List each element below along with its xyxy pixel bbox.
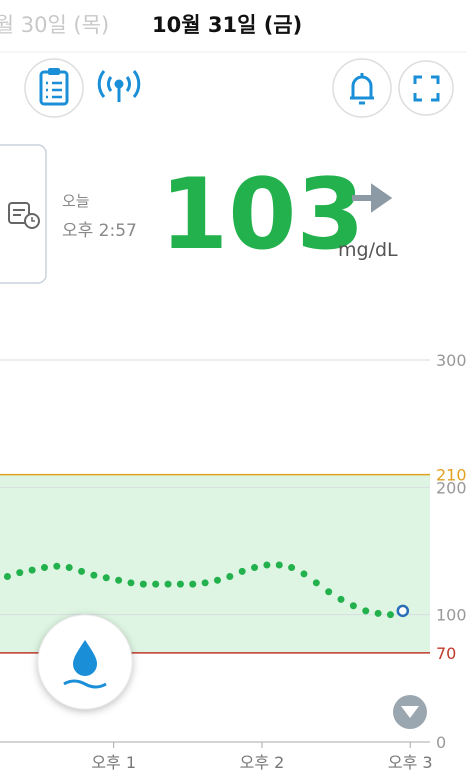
glucose-point — [16, 569, 24, 577]
glucose-point — [374, 609, 382, 617]
y-tick-label: 100 — [436, 606, 466, 625]
glucose-point — [300, 570, 308, 578]
glucose-point — [238, 567, 246, 575]
alarm-button[interactable] — [332, 58, 392, 118]
x-tick-label: 오후 3 — [388, 753, 433, 772]
x-tick-label: 오후 2 — [240, 753, 285, 772]
fullscreen-button[interactable] — [398, 60, 454, 116]
glucose-point — [251, 564, 259, 572]
reading-day: 오늘 — [62, 192, 90, 210]
glucose-point — [115, 576, 123, 584]
glucose-point — [3, 572, 11, 580]
target-label: 70 — [436, 644, 456, 663]
prev-date[interactable]: 10월 30일 (목) — [0, 13, 109, 37]
glucose-point — [139, 580, 147, 588]
glucose-point — [78, 567, 86, 575]
history-button[interactable] — [0, 144, 47, 284]
reading-value: 103 — [160, 158, 365, 272]
glucose-point — [337, 595, 345, 603]
glucose-point — [362, 607, 370, 615]
glucose-point — [325, 588, 333, 596]
glucose-point — [288, 564, 296, 572]
glucose-point — [312, 579, 320, 587]
glucose-point — [40, 564, 48, 572]
connection-icon — [97, 70, 141, 102]
glucose-point — [152, 580, 160, 588]
glucose-point — [386, 611, 394, 619]
glucose-point — [28, 566, 36, 574]
reading-unit: mg/dL — [338, 239, 398, 261]
glucose-point — [102, 574, 110, 582]
glucose-point — [127, 579, 135, 587]
y-tick-label: 0 — [436, 733, 446, 752]
glucose-point — [176, 580, 184, 588]
log-intake-button[interactable] — [37, 614, 133, 710]
report-button[interactable] — [24, 58, 84, 118]
glucose-point — [53, 562, 61, 570]
y-tick-label: 200 — [436, 478, 466, 497]
glucose-point — [189, 580, 197, 588]
glucose-point — [65, 564, 73, 572]
y-tick-label: 300 — [436, 351, 466, 370]
glucose-point — [164, 580, 172, 588]
glucose-point — [349, 602, 357, 610]
latest-point — [396, 604, 410, 618]
x-tick-label: 오후 1 — [91, 753, 136, 772]
glucose-point — [226, 572, 234, 580]
target-label: 210 — [436, 466, 466, 485]
reading-time: 오후 2:57 — [62, 221, 137, 241]
current-date: 10월 31일 (금) — [152, 13, 302, 37]
glucose-point — [275, 561, 283, 569]
trend-arrow — [352, 183, 393, 213]
glucose-point — [90, 571, 98, 579]
glucose-point — [263, 561, 271, 569]
glucose-point — [213, 576, 221, 584]
scroll-down-button[interactable] — [393, 695, 427, 729]
glucose-point — [201, 579, 209, 587]
